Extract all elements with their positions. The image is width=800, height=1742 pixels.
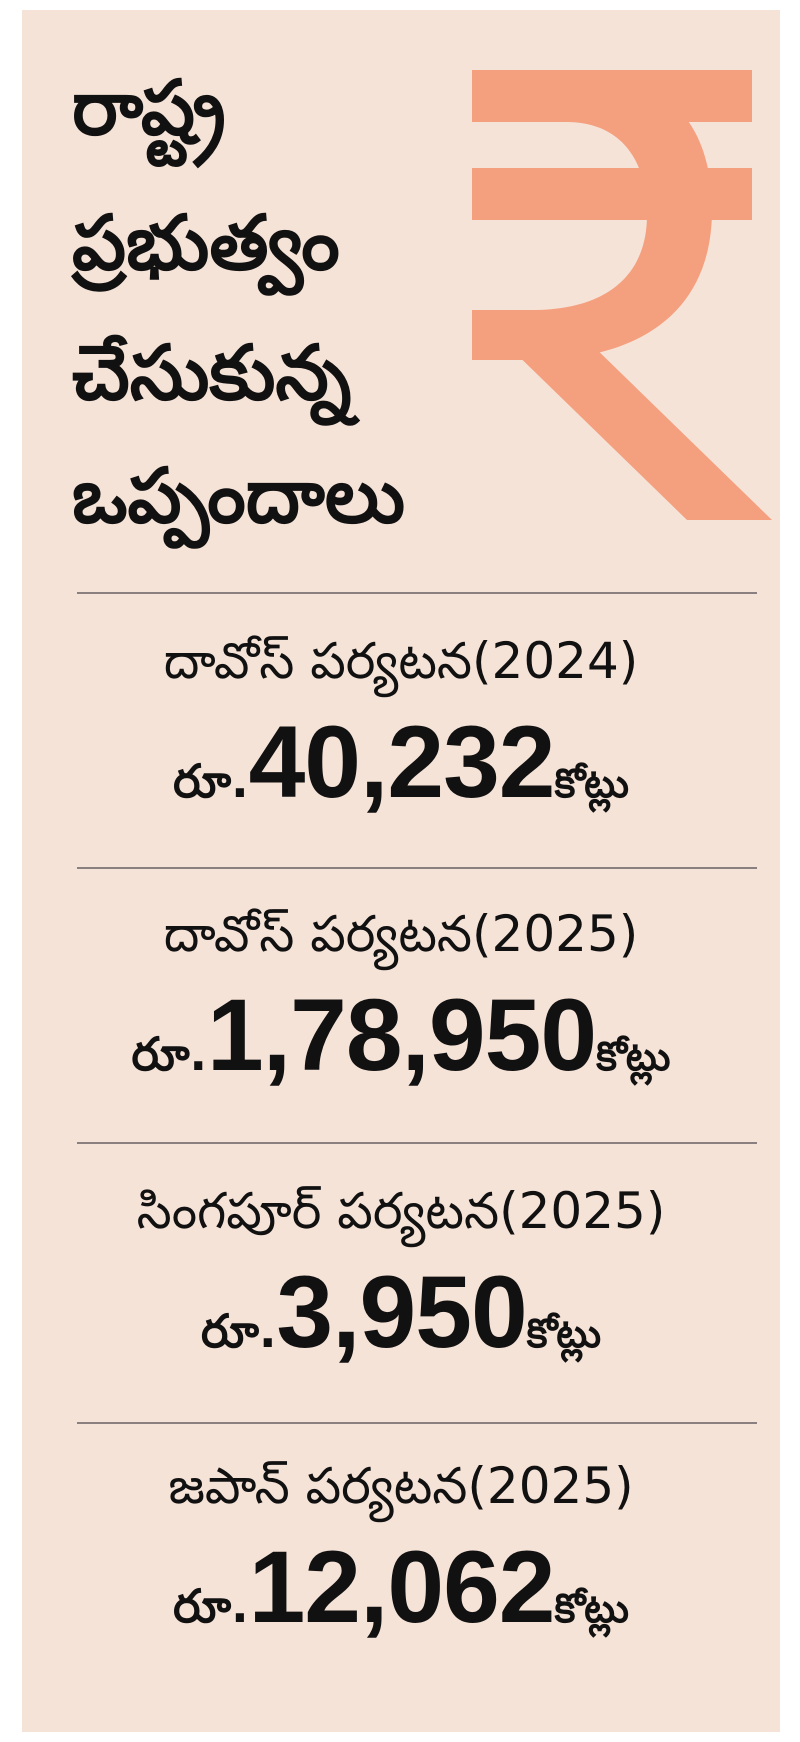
divider xyxy=(77,592,757,594)
currency-prefix: రూ. xyxy=(173,754,249,808)
amount-line: రూ.40,232కోట్లు xyxy=(22,711,780,813)
amount-unit: కోట్లు xyxy=(596,1034,671,1080)
infographic-card: రాష్ట్ర ప్రభుత్వం చేసుకున్న ఒప్పందాలు దా… xyxy=(22,10,780,1732)
agreement-item-singapore-2025: సింగపూర్ పర్యటన(2025) రూ.3,950కోట్లు xyxy=(22,1175,780,1363)
divider xyxy=(77,1422,757,1424)
amount-line: రూ.3,950కోట్లు xyxy=(22,1261,780,1363)
trip-label: జపాన్ పర్యటన(2025) xyxy=(168,1457,634,1515)
agreement-item-davos-2024: దావోస్ పర్యటన(2024) రూ.40,232కోట్లు xyxy=(22,625,780,813)
amount-line: రూ.1,78,950కోట్లు xyxy=(22,984,780,1086)
currency-prefix: రూ. xyxy=(173,1579,249,1633)
title-line-4: ఒప్పందాలు xyxy=(72,451,406,540)
trip-label: దావోస్ పర్యటన(2025) xyxy=(163,905,639,963)
title-line-3: చేసుకున్న xyxy=(72,328,352,417)
amount-unit: కోట్లు xyxy=(526,1311,602,1357)
trip-label: సింగపూర్ పర్యటన(2025) xyxy=(136,1182,666,1240)
currency-prefix: రూ. xyxy=(200,1304,277,1358)
rupee-icon xyxy=(472,70,772,520)
amount-value: 3,950 xyxy=(276,1255,527,1369)
agreement-item-japan-2025: జపాన్ పర్యటన(2025) రూ.12,062కోట్లు xyxy=(22,1450,780,1638)
amount-unit: కోట్లు xyxy=(554,761,629,807)
divider xyxy=(77,867,757,869)
trip-label: దావోస్ పర్యటన(2024) xyxy=(163,632,639,690)
agreement-item-davos-2025: దావోస్ పర్యటన(2025) రూ.1,78,950కోట్లు xyxy=(22,898,780,1086)
amount-line: రూ.12,062కోట్లు xyxy=(22,1536,780,1638)
currency-prefix: రూ. xyxy=(131,1027,208,1081)
amount-value: 12,062 xyxy=(248,1530,556,1644)
header: రాష్ట్ర ప్రభుత్వం చేసుకున్న ఒప్పందాలు xyxy=(22,10,780,590)
divider xyxy=(77,1142,757,1144)
amount-value: 40,232 xyxy=(248,705,556,819)
amount-value: 1,78,950 xyxy=(207,978,597,1092)
amount-unit: కోట్లు xyxy=(554,1586,629,1632)
title-line-1: రాష్ట్ర xyxy=(72,63,226,152)
title-line-2: ప్రభుత్వం xyxy=(72,198,340,287)
